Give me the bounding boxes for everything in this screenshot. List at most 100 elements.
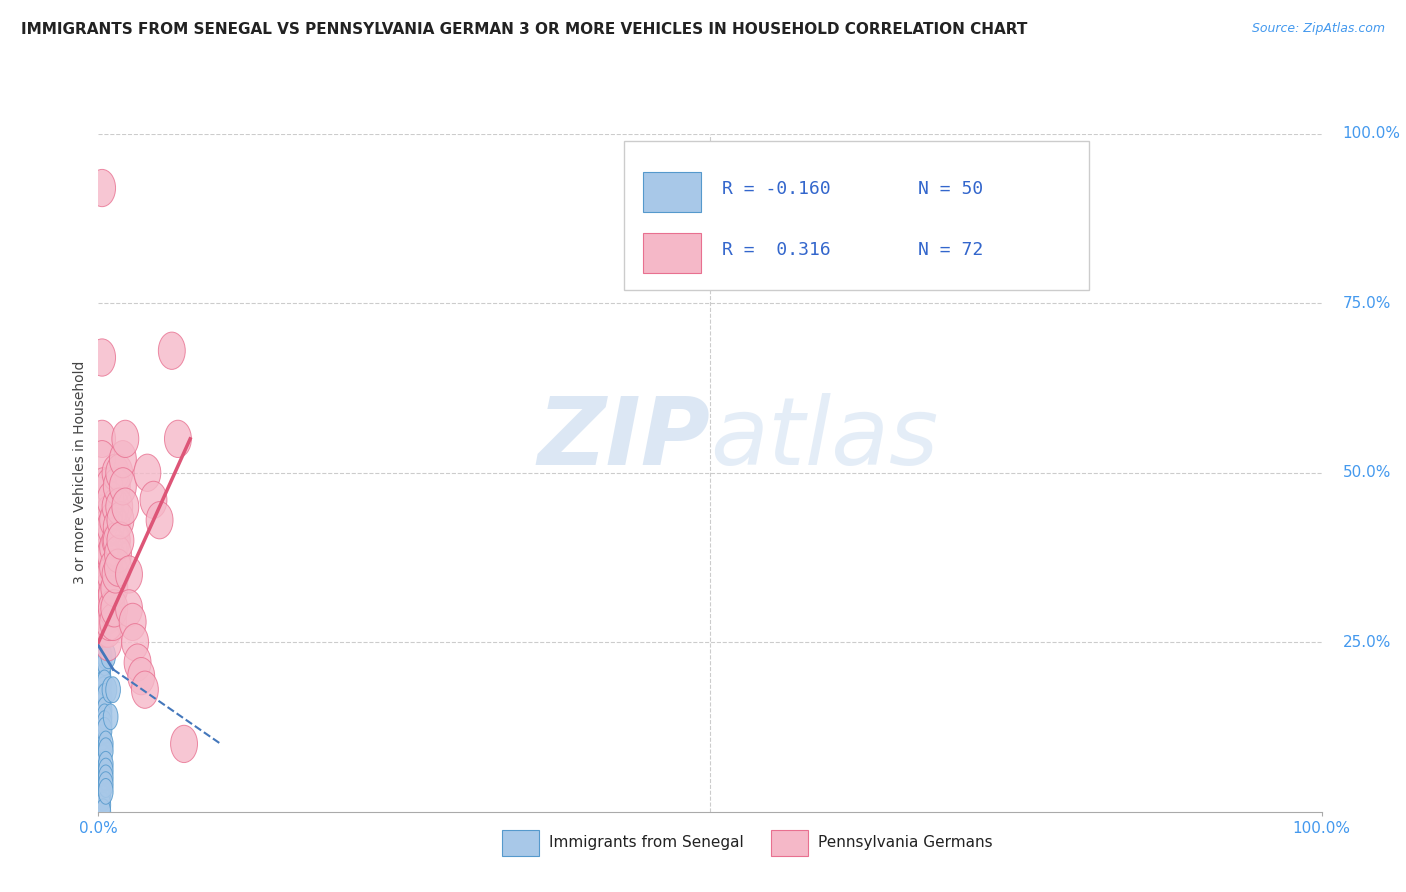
Ellipse shape (94, 609, 110, 635)
Text: 25.0%: 25.0% (1343, 635, 1391, 649)
Ellipse shape (97, 556, 124, 593)
Ellipse shape (100, 603, 127, 640)
Ellipse shape (96, 785, 111, 811)
Text: 100.0%: 100.0% (1343, 127, 1400, 141)
Ellipse shape (96, 569, 122, 607)
Ellipse shape (94, 624, 122, 661)
Ellipse shape (98, 779, 112, 805)
Ellipse shape (89, 169, 115, 207)
Ellipse shape (93, 590, 120, 627)
Bar (502, 830, 538, 855)
Ellipse shape (97, 649, 112, 675)
Ellipse shape (103, 522, 131, 559)
Ellipse shape (96, 799, 111, 824)
Ellipse shape (96, 765, 111, 790)
Text: R = -0.160: R = -0.160 (723, 180, 831, 198)
Ellipse shape (100, 529, 127, 566)
Bar (643, 172, 702, 211)
Ellipse shape (96, 467, 122, 505)
Text: 50.0%: 50.0% (1343, 466, 1391, 480)
Ellipse shape (107, 501, 134, 539)
Text: IMMIGRANTS FROM SENEGAL VS PENNSYLVANIA GERMAN 3 OR MORE VEHICLES IN HOUSEHOLD C: IMMIGRANTS FROM SENEGAL VS PENNSYLVANIA … (21, 22, 1028, 37)
Ellipse shape (90, 495, 117, 532)
Ellipse shape (97, 717, 112, 743)
Ellipse shape (101, 569, 128, 607)
Ellipse shape (96, 657, 111, 682)
Ellipse shape (96, 556, 122, 593)
Ellipse shape (91, 563, 118, 599)
Ellipse shape (131, 671, 159, 708)
Ellipse shape (89, 339, 115, 376)
Ellipse shape (97, 615, 112, 641)
Text: N = 50: N = 50 (918, 180, 983, 198)
Ellipse shape (90, 467, 117, 505)
Ellipse shape (93, 610, 120, 648)
Text: atlas: atlas (710, 393, 938, 484)
Ellipse shape (97, 670, 112, 696)
Ellipse shape (98, 758, 112, 784)
Text: 75.0%: 75.0% (1343, 296, 1391, 310)
Ellipse shape (141, 481, 167, 518)
Ellipse shape (89, 441, 115, 478)
Ellipse shape (105, 488, 132, 525)
Ellipse shape (96, 792, 111, 818)
Ellipse shape (115, 556, 142, 593)
Ellipse shape (98, 576, 125, 614)
Ellipse shape (107, 522, 134, 559)
Ellipse shape (103, 677, 117, 703)
Ellipse shape (134, 454, 160, 491)
Ellipse shape (103, 467, 131, 505)
Ellipse shape (96, 717, 111, 743)
Ellipse shape (103, 522, 129, 559)
Ellipse shape (103, 704, 118, 730)
Text: Pennsylvania Germans: Pennsylvania Germans (818, 836, 993, 850)
Ellipse shape (97, 698, 112, 723)
Ellipse shape (96, 630, 111, 655)
Ellipse shape (97, 711, 112, 737)
Ellipse shape (96, 690, 111, 716)
Ellipse shape (96, 738, 111, 764)
Ellipse shape (104, 535, 131, 573)
Ellipse shape (90, 508, 117, 546)
Ellipse shape (94, 610, 122, 648)
Ellipse shape (94, 556, 121, 593)
Text: N = 72: N = 72 (918, 242, 983, 260)
Ellipse shape (124, 644, 150, 681)
Ellipse shape (94, 596, 108, 621)
Ellipse shape (170, 725, 197, 763)
Text: R =  0.316: R = 0.316 (723, 242, 831, 260)
Ellipse shape (112, 420, 139, 458)
Ellipse shape (101, 590, 128, 627)
Ellipse shape (96, 683, 111, 709)
Ellipse shape (96, 745, 111, 771)
Ellipse shape (96, 670, 111, 696)
Ellipse shape (110, 467, 136, 505)
Ellipse shape (97, 704, 112, 730)
Ellipse shape (93, 597, 120, 633)
Ellipse shape (96, 603, 122, 640)
Ellipse shape (97, 508, 124, 546)
Ellipse shape (101, 643, 115, 669)
Ellipse shape (96, 772, 111, 797)
Ellipse shape (104, 549, 131, 586)
Ellipse shape (94, 535, 121, 573)
Ellipse shape (91, 549, 118, 586)
Ellipse shape (96, 542, 122, 580)
Ellipse shape (105, 677, 121, 703)
Ellipse shape (96, 649, 111, 675)
Ellipse shape (98, 590, 125, 627)
Ellipse shape (96, 779, 111, 805)
Ellipse shape (97, 643, 112, 669)
Ellipse shape (94, 508, 121, 546)
Ellipse shape (103, 556, 129, 593)
Ellipse shape (103, 508, 131, 546)
Ellipse shape (91, 535, 118, 573)
Ellipse shape (122, 624, 149, 661)
Ellipse shape (96, 583, 122, 620)
Ellipse shape (120, 603, 146, 640)
Ellipse shape (128, 657, 155, 695)
Ellipse shape (96, 724, 111, 750)
Ellipse shape (100, 501, 127, 539)
Y-axis label: 3 or more Vehicles in Household: 3 or more Vehicles in Household (73, 361, 87, 584)
Ellipse shape (96, 677, 111, 703)
